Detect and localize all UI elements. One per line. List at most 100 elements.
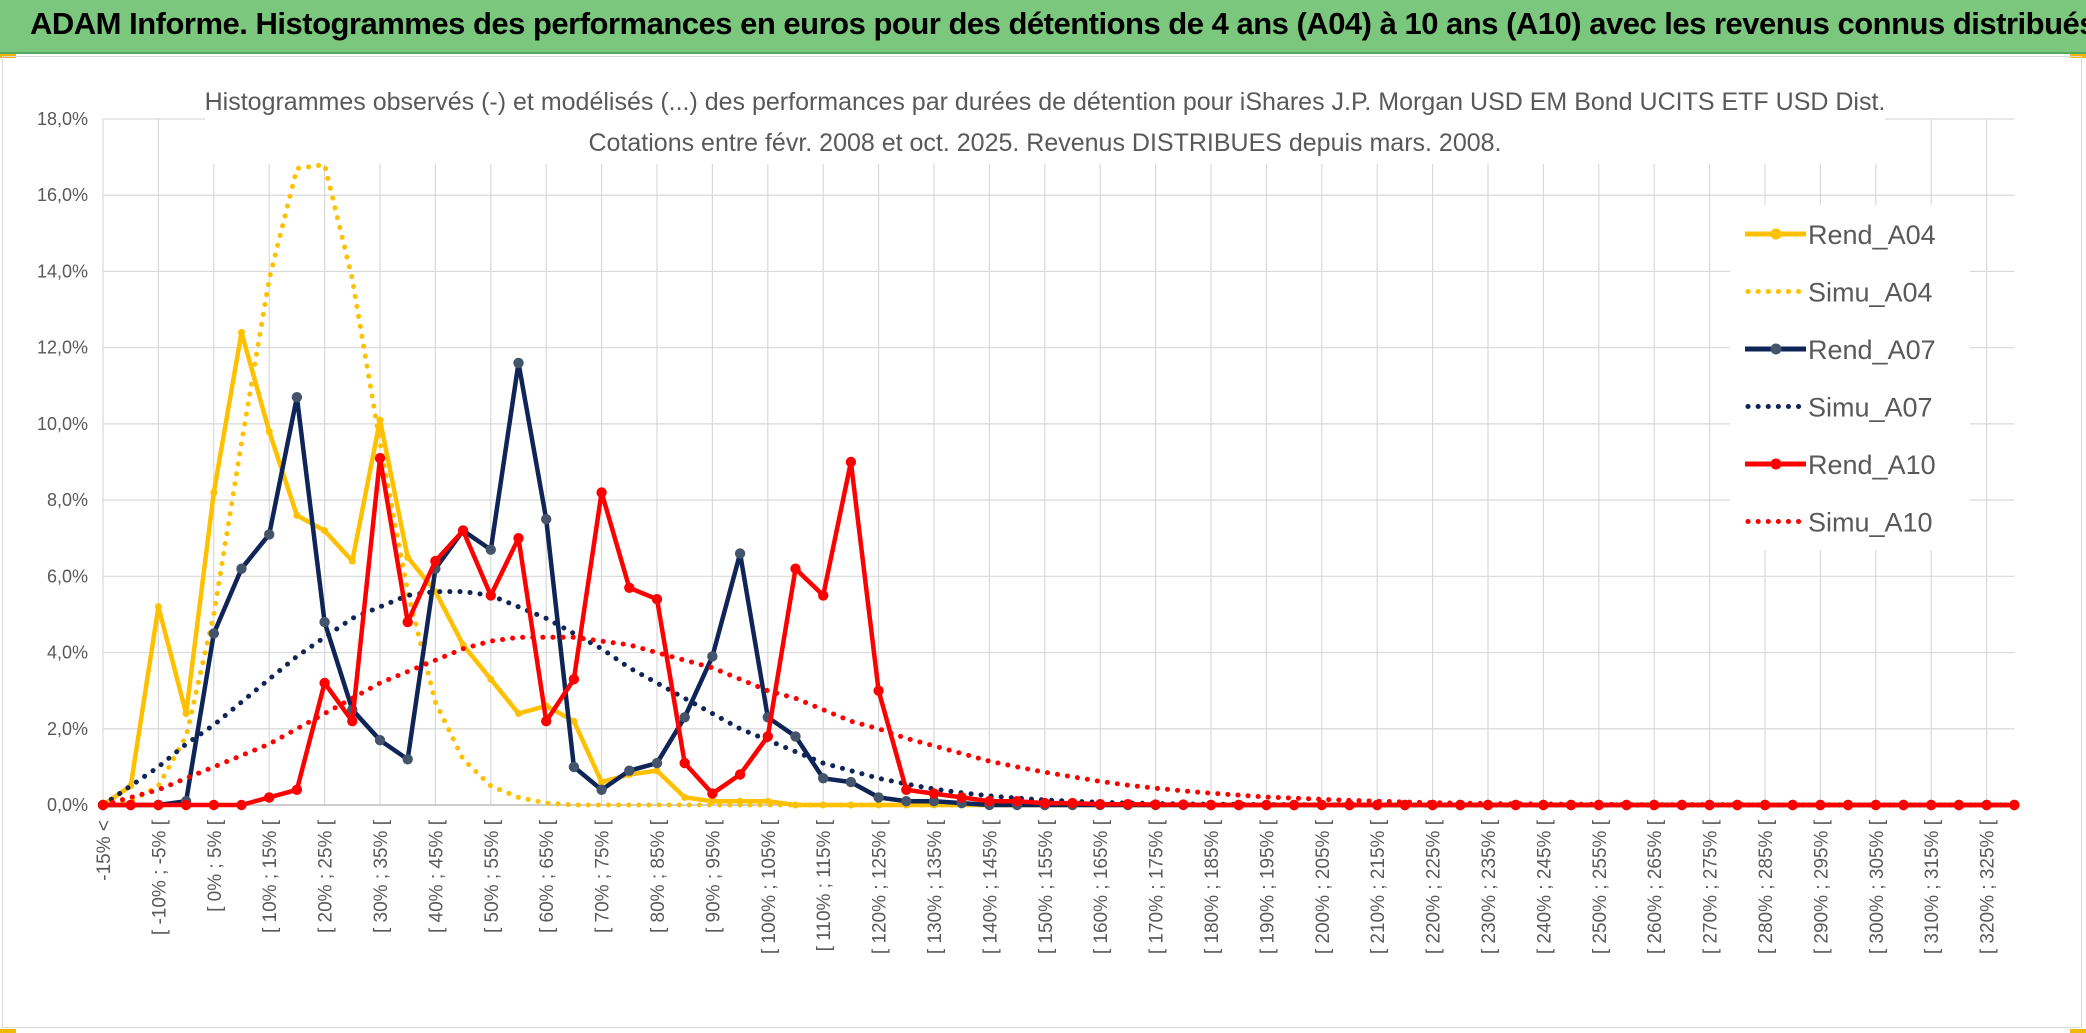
point-rend-a10 [1288, 799, 1300, 811]
point-rend-a10 [1842, 799, 1854, 811]
chart-title: Histogrammes observés (-) et modélisés (… [205, 88, 1886, 116]
point-rend-a10 [236, 799, 247, 811]
x-tick-label: [ 160% ; 165% [ [1091, 819, 1112, 954]
point-rend-a10 [1205, 799, 1217, 811]
point-rend-a10 [1953, 799, 1965, 811]
y-tick-label: 8,0% [47, 490, 88, 510]
legend: Rend_A04 Simu_A04 Rend_A07 Simu_A07 Rend_A10… [1730, 205, 1970, 550]
x-tick-label: [ 230% ; 235% [ [1479, 819, 1500, 954]
point-rend-a07 [818, 773, 829, 784]
point-rend-a07 [541, 514, 552, 525]
legend-label-simu-a10: Simu_A10 [1808, 508, 1933, 538]
series-simu-a10 [100, 634, 2017, 808]
title-banner: ADAM Informe. Histogrammes des performan… [0, 0, 2086, 54]
point-rend-a10 [568, 674, 580, 685]
x-tick-label: [ 100% ; 105% [ [759, 819, 780, 954]
legend-marker-rend-a10 [1770, 458, 1782, 470]
series-rend-a04 [101, 330, 2015, 808]
legend-label-rend-a04: Rend_A04 [1808, 220, 1936, 250]
point-rend-a04 [154, 603, 162, 611]
x-tick-label: [ 270% ; 275% [ [1701, 819, 1722, 954]
point-rend-a10 [319, 677, 330, 689]
point-rend-a10 [125, 799, 136, 811]
point-rend-a10 [845, 456, 857, 468]
point-rend-a07 [679, 712, 690, 723]
point-rend-a10 [513, 533, 524, 544]
x-tick-label: [ 70% ; 75% [ [593, 819, 614, 933]
y-tick-label: 14,0% [37, 261, 88, 281]
point-rend-a04 [598, 778, 606, 786]
x-tick-label: [ 240% ; 245% [ [1534, 819, 1555, 954]
x-tick-label: [ 210% ; 215% [ [1368, 819, 1389, 954]
point-rend-a10 [430, 555, 441, 567]
y-tick-label: 2,0% [47, 719, 88, 739]
x-tick-label: [ 20% ; 25% [ [316, 819, 337, 933]
point-rend-a10 [457, 525, 469, 536]
point-rend-a10 [984, 796, 995, 807]
x-tick-label: [ 50% ; 55% [ [482, 819, 503, 933]
point-rend-a10 [347, 716, 358, 727]
point-rend-a10 [1344, 799, 1355, 811]
point-rend-a04 [792, 801, 799, 809]
point-rend-a07 [790, 731, 801, 742]
point-rend-a10 [596, 487, 607, 498]
x-tick-label: [ 80% ; 85% [ [648, 819, 669, 933]
point-rend-a10 [679, 757, 690, 769]
point-rend-a07 [624, 765, 635, 776]
x-tick-label: [ 130% ; 135% [ [925, 819, 946, 954]
x-tick-label: [ 190% ; 195% [ [1257, 819, 1278, 954]
point-rend-a07 [596, 784, 607, 795]
point-rend-a04 [515, 710, 522, 717]
point-rend-a07 [319, 616, 330, 628]
x-tick-label: [ 60% ; 65% [ [537, 819, 558, 933]
x-tick-label: [ 170% ; 175% [ [1147, 819, 1168, 954]
x-tick-label: [ 0% ; 5% [ [205, 819, 226, 912]
point-rend-a04 [376, 416, 384, 424]
title-background [205, 84, 1885, 164]
x-tick-label: [ 300% ; 305% [ [1867, 819, 1888, 954]
x-axis: -15% < [ -10% ; -5% [[ 0% ; 5% [[ 10% ; 1… [94, 819, 1999, 954]
series-simu-a04 [100, 161, 2017, 808]
point-rend-a10 [1732, 799, 1743, 811]
point-rend-a07 [734, 548, 746, 559]
point-rend-a04 [653, 767, 661, 775]
legend-label-simu-a07: Simu_A07 [1808, 393, 1933, 423]
x-tick-label: [ 90% ; 95% [ [703, 819, 724, 933]
point-rend-a10 [264, 792, 275, 803]
series-layer [97, 161, 2020, 811]
point-rend-a10 [402, 616, 413, 628]
chart-subtitle: Cotations entre févr. 2008 et oct. 2025.… [589, 129, 1502, 157]
y-tick-label: 18,0% [37, 109, 88, 129]
point-rend-a10 [734, 769, 746, 780]
x-tick-label: [ 250% ; 255% [ [1590, 819, 1611, 954]
point-rend-a07 [485, 544, 496, 555]
point-rend-a07 [651, 757, 663, 769]
x-tick-label: [ 180% ; 185% [ [1202, 819, 1223, 954]
point-rend-a07 [845, 776, 857, 788]
y-tick-label: 0,0% [47, 795, 88, 815]
point-rend-a10 [374, 453, 386, 464]
x-tick-label: [ 110% ; 115% [ [814, 819, 835, 951]
x-tick-label: -15% < [94, 820, 115, 881]
x-tick-label: [ 120% ; 125% [ [870, 819, 891, 954]
x-tick-label: [ 30% ; 35% [ [371, 819, 392, 933]
point-rend-a10 [624, 582, 635, 593]
point-rend-a07 [374, 735, 386, 746]
legend-marker-rend-a07 [1770, 343, 1782, 355]
point-rend-a10 [2009, 799, 2020, 811]
point-rend-a10 [651, 594, 663, 605]
x-tick-label: [ 320% ; 325% [ [1978, 819, 1999, 954]
point-rend-a10 [1039, 797, 1051, 809]
point-rend-a10 [1067, 797, 1078, 809]
point-rend-a07 [208, 628, 219, 639]
point-rend-a07 [873, 792, 884, 803]
legend-label-simu-a04: Simu_A04 [1808, 278, 1933, 308]
x-tick-label: [ 280% ; 285% [ [1756, 819, 1777, 954]
point-rend-a07 [513, 357, 524, 369]
point-rend-a10 [208, 799, 219, 811]
point-rend-a10 [1510, 799, 1521, 811]
point-rend-a10 [928, 788, 940, 799]
x-tick-label: [ 290% ; 295% [ [1811, 819, 1832, 954]
x-tick-label: [ -10% ; -5% [ [149, 819, 170, 935]
